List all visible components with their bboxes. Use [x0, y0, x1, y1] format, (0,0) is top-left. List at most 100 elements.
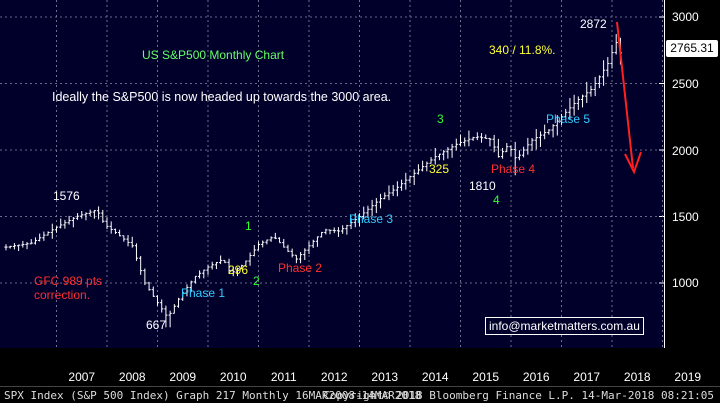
price-bar	[21, 240, 25, 248]
price-bar	[450, 143, 454, 158]
price-bar	[139, 255, 143, 275]
chart-plot-area[interactable]: US S&P500 Monthly Chart Ideally the S&P5…	[0, 0, 665, 348]
price-bar	[181, 292, 185, 301]
price-bar	[568, 97, 572, 119]
price-bar	[256, 241, 261, 251]
price-bar	[240, 264, 244, 270]
price-bar	[214, 261, 219, 270]
price-bar	[134, 243, 139, 261]
label-gfc: GFC 989 pts correction.	[34, 274, 103, 302]
price-bar	[475, 132, 479, 141]
label-phase-1: Phase 1	[181, 286, 226, 300]
last-price-badge: 2765.31	[666, 40, 718, 57]
x-tick-label-2007: 2007	[68, 370, 96, 384]
x-tick-label-2015: 2015	[472, 370, 500, 384]
price-bar	[92, 210, 96, 219]
price-bar	[559, 113, 564, 125]
label-296: 296	[228, 263, 249, 277]
price-bar	[496, 138, 500, 158]
price-bar	[286, 244, 290, 252]
price-bar	[315, 236, 320, 247]
price-bar	[522, 146, 526, 158]
price-bar	[530, 137, 534, 151]
price-bar	[320, 231, 324, 238]
price-bar	[160, 299, 164, 313]
price-bar	[202, 269, 206, 279]
label-phase-5: Phase 5	[546, 112, 591, 126]
x-tick-label-2010: 2010	[219, 370, 247, 384]
price-bar	[42, 231, 46, 241]
label-wave-4: 4	[493, 193, 500, 207]
price-bar	[54, 226, 59, 233]
price-bar	[538, 131, 543, 147]
price-bar	[446, 147, 450, 159]
price-bar	[206, 264, 210, 275]
y-tick-label-2500: 2500	[672, 77, 699, 91]
x-axis	[0, 348, 665, 386]
price-bar	[50, 223, 54, 239]
price-bar	[71, 217, 75, 228]
price-bar	[488, 137, 492, 147]
price-bar	[46, 231, 50, 236]
label-325: 325	[429, 162, 450, 176]
price-bar	[223, 259, 227, 264]
price-bar	[543, 124, 547, 140]
price-bar	[122, 235, 126, 242]
price-bar	[151, 286, 155, 297]
price-bar	[580, 94, 585, 108]
price-bar	[155, 295, 160, 306]
price-bar	[345, 224, 349, 235]
price-bar	[370, 199, 374, 217]
price-bar	[463, 137, 467, 147]
price-bar	[8, 245, 12, 249]
price-bar	[210, 261, 214, 270]
price-bar	[391, 184, 395, 197]
x-tick-label-2019: 2019	[674, 370, 702, 384]
price-bar	[526, 137, 530, 155]
price-bar	[425, 161, 429, 172]
price-bar	[303, 248, 307, 261]
x-tick-label-2014: 2014	[421, 370, 449, 384]
price-bar	[324, 228, 328, 235]
price-bar	[378, 193, 383, 209]
price-bar	[458, 134, 463, 147]
price-bar	[244, 260, 248, 267]
price-bar	[572, 94, 576, 116]
label-low-667: 667	[146, 318, 167, 332]
price-bar	[277, 237, 282, 244]
price-bar	[362, 206, 366, 220]
price-bar	[33, 237, 38, 245]
price-bar	[593, 77, 597, 97]
price-bar	[416, 164, 421, 175]
price-bar	[551, 124, 555, 138]
price-bar	[4, 244, 8, 251]
price-bar	[479, 133, 484, 143]
price-bar	[185, 284, 189, 297]
x-tick-label-2008: 2008	[118, 370, 146, 384]
price-bar	[118, 229, 122, 237]
chart-title: US S&P500 Monthly Chart	[142, 48, 285, 62]
price-bar	[601, 60, 606, 86]
x-tick-label-2017: 2017	[573, 370, 601, 384]
contact-email-link[interactable]: info@marketmatters.com.au	[485, 317, 644, 335]
price-bar	[399, 179, 404, 191]
price-bar	[336, 227, 341, 237]
price-bar	[261, 240, 265, 248]
label-phase-2: Phase 2	[278, 261, 323, 275]
price-bar	[113, 228, 118, 234]
price-bar	[429, 157, 433, 164]
price-bar	[290, 248, 294, 258]
price-bar	[80, 210, 84, 219]
price-bar	[576, 96, 580, 110]
price-bar	[610, 44, 614, 69]
price-bar	[109, 221, 113, 234]
price-bar	[38, 233, 42, 242]
price-bar	[67, 215, 71, 225]
price-bar	[227, 258, 231, 274]
price-bar	[176, 297, 181, 308]
label-wave-1: 1	[245, 219, 252, 233]
label-phase-4: Phase 4	[491, 162, 536, 176]
price-chart	[0, 0, 665, 348]
y-tick-label-1000: 1000	[672, 276, 699, 290]
